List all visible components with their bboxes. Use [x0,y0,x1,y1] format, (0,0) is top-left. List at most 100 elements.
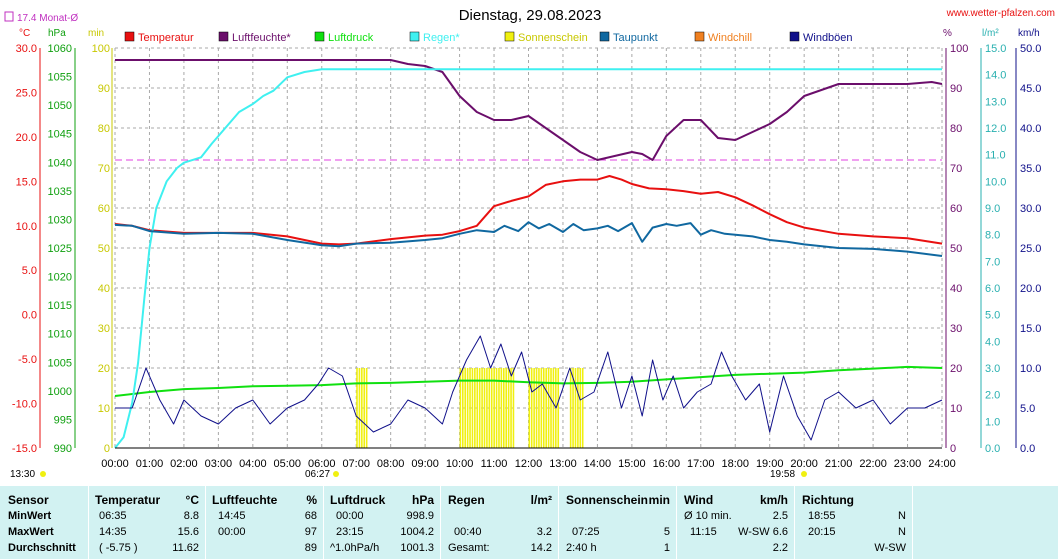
x-tick-label: 08:00 [377,458,405,470]
stats-cell: 1 [663,542,670,554]
stats-cell: W-SW 6.6 [738,526,788,538]
stats-cell: 1004.2 [400,526,434,538]
series-line-regen [114,68,942,449]
stats-cell: 20:15 [808,526,836,538]
legend-swatch [789,31,800,42]
wind-tick-label: 15.0 [1020,323,1041,335]
stats-cell: 2:40 h [566,542,597,554]
humidity-tick-label: 100 [950,43,968,55]
weather-chart: 30.0 25.0 20.0 15.0 10.0 5.0 0.0 -5.0 -10.0 -15.0… [4,7,1055,480]
rain-tick-label: 1.0 [985,416,1000,428]
temp-tick-label: 5.0 [22,265,37,277]
x-tick-label: 06:00 [308,458,336,470]
sun-tick-label: 0 [104,443,110,455]
x-tick-label: 21:00 [825,458,853,470]
rain-tick-label: 15.0 [985,43,1006,55]
rain-tick-label: 4.0 [985,336,1000,348]
stats-cell: ( -5.75 ) [99,542,138,554]
x-tick-label: 19:00 [756,458,784,470]
stats-cell: 15.6 [177,526,199,538]
rain-unit-label: l/m² [982,28,999,39]
sun-tick-label: 100 [92,43,110,55]
temp-tick-label: -10.0 [12,399,37,411]
x-tick-label: 10:00 [446,458,474,470]
sunshine-bar [538,368,540,448]
pressure-tick-label: 1010 [48,329,72,341]
stats-cell: Gesamt: [448,542,490,554]
sunshine-bar [507,368,510,448]
sunshine-bar [547,368,550,448]
legend-label: Windböen [803,32,853,44]
pressure-unit-label: hPa [48,28,66,39]
humidity-tick-label: 10 [950,403,962,415]
stats-cell: N [898,510,906,522]
humidity-tick-label: 90 [950,83,962,95]
wind-tick-label: 30.0 [1020,203,1041,215]
wind-tick-label: 45.0 [1020,83,1041,95]
x-tick-label: 09:00 [411,458,439,470]
sunshine-bar [356,368,358,448]
stats-cell: 06:35 [99,510,127,522]
x-tick-label: 14:00 [584,458,612,470]
legend-label: Windchill [708,32,752,44]
stats-row-label: MinWert [8,510,52,522]
rain-tick-label: 11.0 [985,150,1006,162]
x-tick-label: 24:00 [928,458,956,470]
sunshine-bar [510,368,512,448]
sunshine-bar [474,368,476,448]
sunshine-bar [469,368,471,448]
stats-wind-col: Wind km/h Ø 10 min. 2.5 11:15 W-SW 6.6 2… [677,486,795,559]
rain-tick-label: 3.0 [985,363,1000,375]
stats-luftdruck-header: Luftdruck [330,493,386,507]
stats-cell: 11:15 [690,526,717,538]
stats-row-label: MaxWert [8,526,54,538]
pressure-tick-label: 1050 [48,100,72,112]
stats-regen-col: Regen l/m² 00:40 3.2 Gesamt: 14.2 [441,486,559,559]
stats-temperatur-header: Temperatur [95,493,161,507]
sunshine-bar [363,368,366,448]
legend-swatch [314,31,325,42]
chart-legend: Temperatur Luftfeuchte* Luftdruck Regen* Son… [124,31,853,44]
wind-tick-label: 10.0 [1020,363,1041,375]
x-tick-label: 02:00 [170,458,198,470]
pressure-tick-label: 1005 [48,357,72,369]
humidity-unit-label: % [943,28,952,39]
stats-temperatur-col: Temperatur °C 06:35 8.8 14:35 15.6 ( -5.… [89,486,206,559]
chart-series [114,59,943,449]
wind-tick-label: 0.0 [1020,443,1035,455]
humidity-tick-label: 60 [950,203,962,215]
temp-tick-label: 20.0 [16,132,37,144]
sunset-label: 19:58 [770,469,795,480]
website-link[interactable]: www.wetter-pfalzen.com [946,8,1055,19]
stats-cell: 3.2 [536,526,552,538]
stats-cell: 1001.3 [400,542,434,554]
sunshine-bar [481,368,483,448]
stats-sensor-col: Sensor MinWert MaxWert Durchschnitt [0,486,89,559]
sunshine-bar [488,368,491,448]
pressure-tick-label: 1040 [48,157,72,169]
x-tick-label: 13:00 [549,458,577,470]
stats-cell: 5 [663,526,670,538]
stats-cell: 00:40 [454,526,482,538]
monthly-avg-label: 17.4 Monat-Ø [17,13,78,24]
rain-tick-label: 10.0 [985,176,1006,188]
rain-tick-label: 8.0 [985,230,1000,242]
rain-tick-label: 0.0 [985,443,1000,455]
sunshine-bar [530,368,533,448]
sunshine-bar [365,368,368,448]
sunshine-bar [540,368,543,448]
sun-unit-label: min [88,28,104,39]
x-tick-label: 20:00 [790,458,818,470]
pressure-tick-label: 1035 [48,186,72,198]
sunrise-icon [333,471,339,477]
stats-cell: 8.8 [183,510,199,522]
chart-title: Dienstag, 29.08.2023 [459,7,602,24]
sun-tick-label: 50 [98,243,110,255]
stats-cell: ^1.0hPa/h [330,542,380,554]
stats-cell: 18:55 [808,510,836,522]
legend-label: Regen* [423,32,460,44]
temp-tick-label: 10.0 [16,221,37,233]
stats-richtung-col: Richtung 18:55 N 20:15 N W-SW [795,486,913,559]
x-tick-label: 23:00 [894,458,922,470]
stats-cell: 07:25 [572,526,600,538]
